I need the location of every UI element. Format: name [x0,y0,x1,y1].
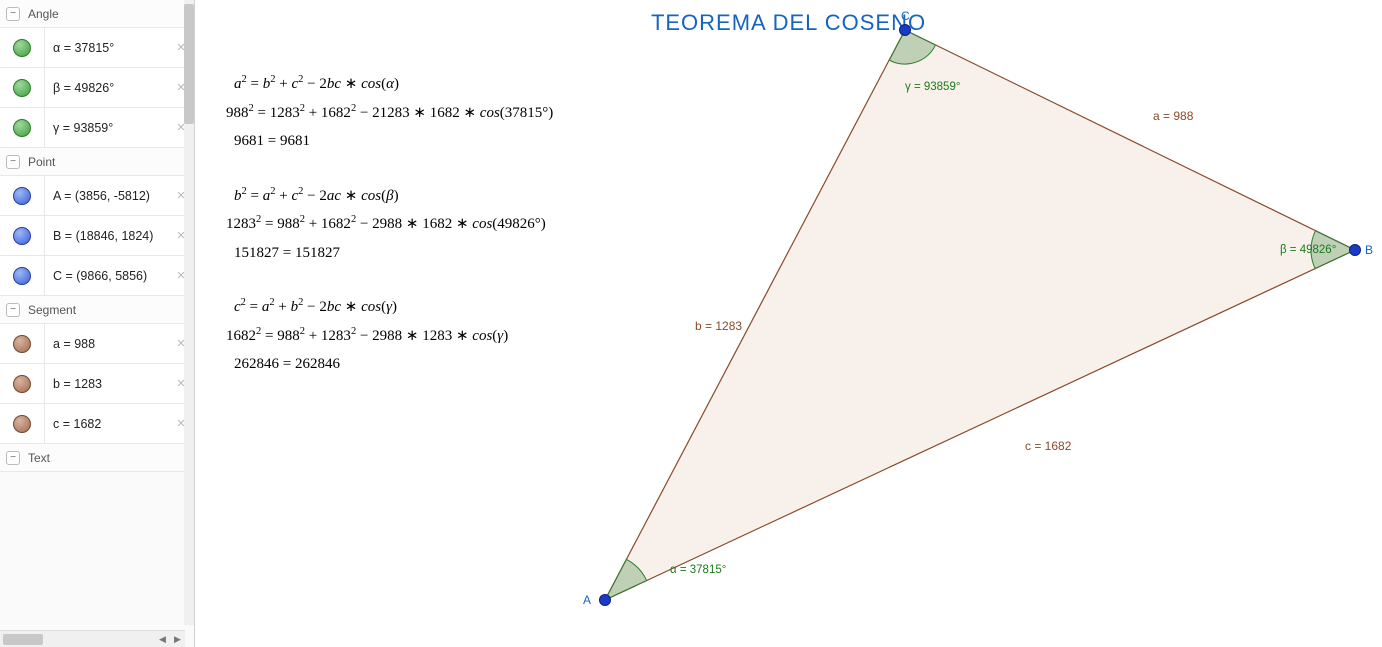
section-title: Segment [28,303,76,317]
object-row[interactable]: A = (3856, -5812) × [0,176,194,216]
angle-label-beta: β = 49826° [1280,244,1336,256]
side-label-c: c = 1682 [1025,439,1072,453]
object-row[interactable]: a = 988 × [0,324,194,364]
object-color-dot [13,227,31,245]
side-label-b: b = 1283 [695,319,742,333]
collapse-icon[interactable]: − [6,303,20,317]
side-label-a: a = 988 [1153,109,1194,123]
object-label[interactable]: γ = 93859° [45,121,168,135]
visibility-toggle[interactable] [0,216,45,255]
vertex-label-A: A [583,593,591,607]
triangle-polygon[interactable] [605,30,1355,600]
angle-label-alpha: α = 37815° [670,564,726,576]
object-row[interactable]: b = 1283 × [0,364,194,404]
collapse-icon[interactable]: − [6,7,20,21]
visibility-toggle[interactable] [0,364,45,403]
visibility-toggle[interactable] [0,256,45,295]
object-label[interactable]: B = (18846, 1824) [45,229,168,243]
hscroll-left-icon[interactable]: ◀ [155,634,170,645]
object-color-dot [13,39,31,57]
object-color-dot [13,187,31,205]
object-label[interactable]: α = 37815° [45,41,168,55]
vertex-label-C: C [901,9,910,23]
vertex-point-B[interactable] [1350,245,1361,256]
vertex-label-B: B [1365,243,1373,257]
section-header-text[interactable]: −Text [0,444,194,472]
object-color-dot [13,119,31,137]
sidebar-hscroll-thumb[interactable] [3,634,43,645]
object-color-dot [13,267,31,285]
object-label[interactable]: b = 1283 [45,377,168,391]
object-row[interactable]: B = (18846, 1824) × [0,216,194,256]
section-title: Text [28,451,50,465]
object-color-dot [13,375,31,393]
object-row[interactable]: α = 37815° × [0,28,194,68]
object-row[interactable]: γ = 93859° × [0,108,194,148]
sidebar-vscroll-thumb[interactable] [184,4,194,124]
section-title: Angle [28,7,59,21]
object-row[interactable]: β = 49826° × [0,68,194,108]
object-label[interactable]: β = 49826° [45,81,168,95]
object-label[interactable]: a = 988 [45,337,168,351]
visibility-toggle[interactable] [0,176,45,215]
section-header-point[interactable]: −Point [0,148,194,176]
hscroll-right-icon[interactable]: ▶ [170,634,185,645]
object-row[interactable]: C = (9866, 5856) × [0,256,194,296]
visibility-toggle[interactable] [0,404,45,443]
triangle-svg: α = 37815° β = 49826° γ = 93859° a = 988 b =… [195,0,1382,647]
visibility-toggle[interactable] [0,68,45,107]
section-title: Point [28,155,55,169]
visibility-toggle[interactable] [0,108,45,147]
vertex-point-C[interactable] [900,25,911,36]
object-color-dot [13,79,31,97]
algebra-sidebar: −Angle α = 37815° × β = 49826° × γ = 938… [0,0,195,647]
section-header-segment[interactable]: −Segment [0,296,194,324]
collapse-icon[interactable]: − [6,451,20,465]
angle-label-gamma: γ = 93859° [905,81,960,93]
sidebar-scroll[interactable]: −Angle α = 37815° × β = 49826° × γ = 938… [0,0,194,625]
object-row[interactable]: c = 1682 × [0,404,194,444]
object-label[interactable]: c = 1682 [45,417,168,431]
sidebar-vscroll[interactable] [184,0,194,625]
object-label[interactable]: A = (3856, -5812) [45,189,168,203]
collapse-icon[interactable]: − [6,155,20,169]
sidebar-hscroll[interactable]: ◀ ▶ [0,630,185,647]
visibility-toggle[interactable] [0,28,45,67]
section-header-angle[interactable]: −Angle [0,0,194,28]
vertex-point-A[interactable] [600,595,611,606]
graphics-canvas[interactable]: TEOREMA DEL COSENO a2 = b2 + c2 − 2bc ∗ … [195,0,1382,647]
object-label[interactable]: C = (9866, 5856) [45,269,168,283]
object-color-dot [13,335,31,353]
object-color-dot [13,415,31,433]
visibility-toggle[interactable] [0,324,45,363]
